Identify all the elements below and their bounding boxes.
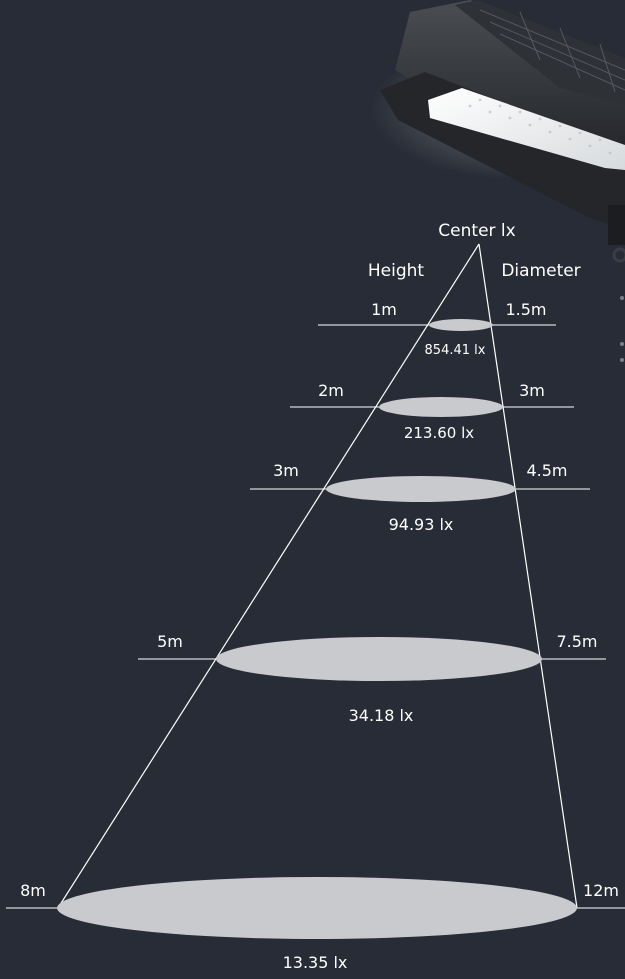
height-value: 8m [20,881,46,900]
illuminance-value: 34.18 lx [349,706,414,725]
center-lx-label: Center lx [438,221,515,241]
illuminance-value: 13.35 lx [283,953,348,972]
height-value: 1m [371,300,397,319]
light-spot-ellipse [326,476,516,502]
diameter-column-label: Diameter [501,261,580,281]
level-row: 3m 4.5m 94.93 lx [250,461,590,534]
diameter-value: 12m [583,881,619,900]
light-spot-ellipse [57,877,577,939]
level-row: 2m 3m 213.60 lx [290,381,574,442]
height-value: 2m [318,381,344,400]
diameter-value: 7.5m [556,632,597,651]
diameter-value: 4.5m [526,461,567,480]
illuminance-value: 94.93 lx [389,515,454,534]
level-row: 1m 1.5m 854.41 lx [318,300,556,358]
illuminance-value: 854.41 lx [425,343,486,358]
height-value: 5m [157,632,183,651]
beam-left-edge [57,243,480,909]
light-spot-ellipse [429,319,493,331]
level-row: 5m 7.5m 34.18 lx [138,632,606,725]
height-column-label: Height [368,261,425,281]
illuminance-value: 213.60 lx [404,424,474,442]
diameter-value: 3m [519,381,545,400]
height-value: 3m [273,461,299,480]
light-spot-ellipse [379,397,503,417]
street-light-fixture-icon [370,0,625,362]
level-row: 8m 12m 13.35 lx [6,877,625,972]
beam-right-edge [478,243,578,909]
light-spot-ellipse [216,637,542,681]
diameter-value: 1.5m [505,300,546,319]
